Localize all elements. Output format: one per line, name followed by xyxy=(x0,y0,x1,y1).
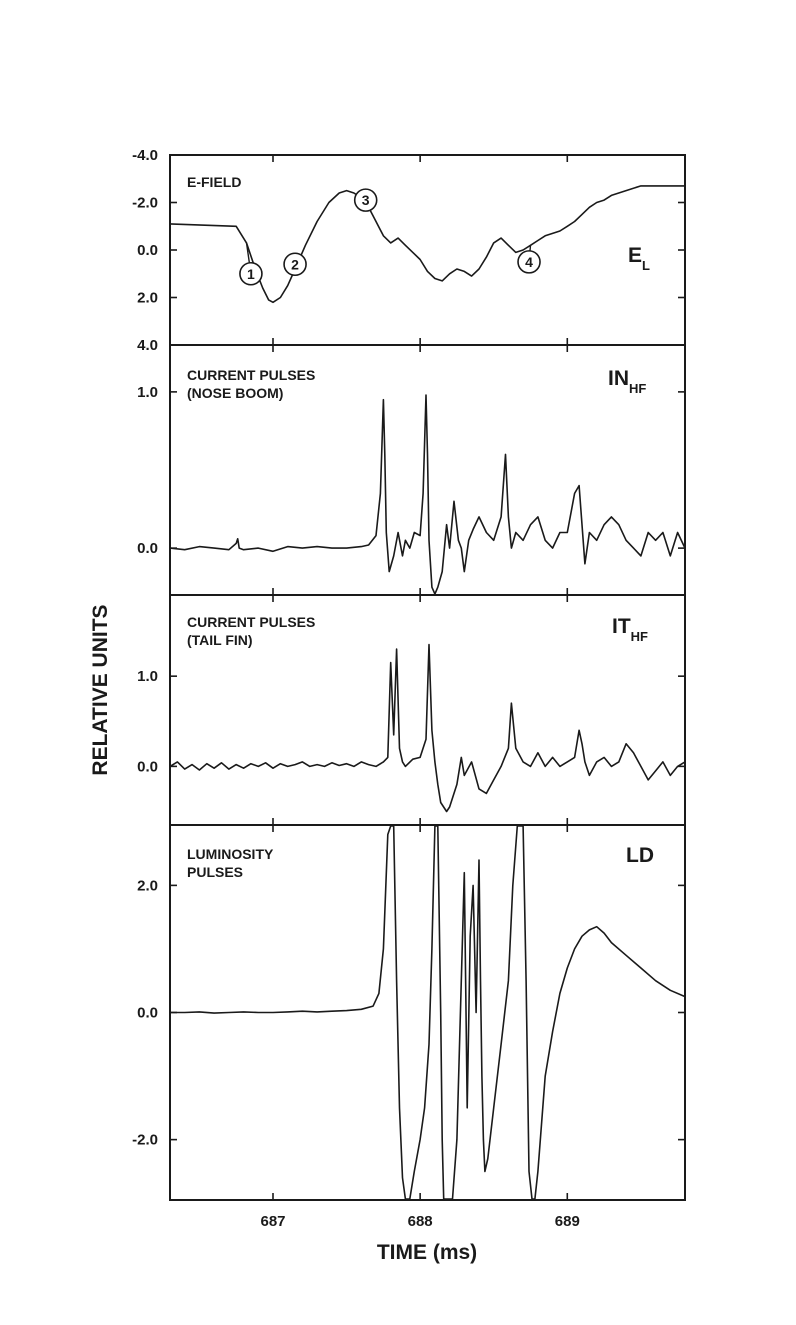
panel-title: CURRENT PULSES xyxy=(187,614,315,630)
marker-label: 1 xyxy=(247,266,255,282)
panel-title: LUMINOSITY xyxy=(187,846,274,862)
y-tick-label: 4.0 xyxy=(137,337,158,354)
panel-luminosity: -2.0 0.0 2.0 LUMINOSITY PULSES LD xyxy=(132,824,686,1201)
x-axis-title: TIME (ms) xyxy=(377,1241,477,1264)
panel-symbol-sub: HF xyxy=(629,381,646,396)
x-tick-label: 689 xyxy=(555,1213,580,1230)
panel-title: E-FIELD xyxy=(187,174,241,190)
marker-1: 1 xyxy=(239,242,263,286)
panel-subtitle: (NOSE BOOM) xyxy=(187,385,283,401)
marker-circle xyxy=(239,261,263,286)
y-tick-label: 0.0 xyxy=(137,1005,158,1022)
y-tick-label: -4.0 xyxy=(132,147,158,164)
marker-label: 3 xyxy=(362,192,370,208)
panel-subtitle: PULSES xyxy=(187,864,243,880)
panel-symbol-main: IN xyxy=(608,367,629,390)
panel-symbol: INHF xyxy=(608,367,646,396)
series-line xyxy=(169,643,686,813)
panel-symbol-sub: L xyxy=(642,258,650,273)
y-ticks: 0.0 1.0 xyxy=(137,595,685,825)
x-tick-label: 688 xyxy=(408,1213,433,1230)
y-tick-label: 2.0 xyxy=(137,877,158,894)
panel-symbol: ITHF xyxy=(612,615,648,644)
marker-circle xyxy=(353,188,378,212)
y-ticks: -4.0 -2.0 0.0 2.0 4.0 xyxy=(132,147,685,354)
y-tick-label: 0.0 xyxy=(137,540,158,557)
panel-symbol: EL xyxy=(628,244,650,273)
marker-circle xyxy=(283,252,307,277)
y-tick-label: -2.0 xyxy=(132,1132,158,1149)
annotation-markers: 1 2 3 4 xyxy=(239,188,541,286)
panel-symbol-sub: HF xyxy=(631,629,648,644)
panel-symbol-main: IT xyxy=(612,615,631,638)
panel-tail-fin: 0.0 1.0 CURRENT PULSES (TAIL FIN) ITHF xyxy=(137,594,686,826)
x-tick-label: 687 xyxy=(260,1213,285,1230)
marker-label: 2 xyxy=(291,256,299,272)
y-ticks: -2.0 0.0 2.0 xyxy=(132,825,685,1200)
panel-nose-boom: 0.0 1.0 CURRENT PULSES (NOSE BOOM) INHF xyxy=(137,344,686,596)
panel-title: CURRENT PULSES xyxy=(187,367,315,383)
y-tick-label: 0.0 xyxy=(137,242,158,259)
panel-subtitle: (TAIL FIN) xyxy=(187,632,253,648)
y-axis-title: RELATIVE UNITS xyxy=(89,604,112,775)
series-line xyxy=(170,825,686,1200)
panel-symbol-main: E xyxy=(628,244,642,267)
y-tick-label: 1.0 xyxy=(137,668,158,685)
panel-e-field: -4.0 -2.0 0.0 2.0 4.0 1 2 3 4 E-FIELD EL xyxy=(132,147,686,354)
marker-2: 2 xyxy=(283,252,307,277)
marker-3: 3 xyxy=(353,188,378,212)
y-tick-label: 2.0 xyxy=(137,290,158,307)
marker-label: 4 xyxy=(525,254,533,270)
y-tick-label: 1.0 xyxy=(137,384,158,401)
series-line xyxy=(169,394,686,595)
y-tick-label: 0.0 xyxy=(137,758,158,775)
panel-symbol: LD xyxy=(626,844,654,867)
x-axis: 687 688 689 xyxy=(260,1213,579,1230)
y-tick-label: -2.0 xyxy=(132,195,158,212)
marker-circle xyxy=(517,250,541,274)
marker-4: 4 xyxy=(517,245,541,274)
